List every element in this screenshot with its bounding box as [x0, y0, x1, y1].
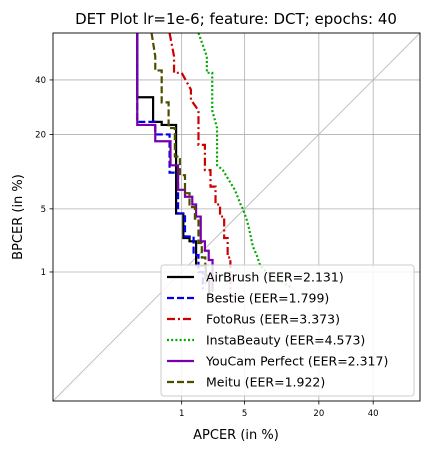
diagonal-reference-line	[52, 32, 421, 402]
y-tick-label: 20	[35, 130, 46, 140]
legend-box	[160, 264, 415, 397]
legend-label: Meitu (EER=1.922)	[206, 375, 325, 390]
legend-label: InstaBeauty (EER=4.573)	[206, 333, 365, 348]
y-axis-label: BPCER (in %)	[11, 174, 26, 260]
y-tick-label: 5	[41, 205, 46, 215]
x-tick-label: 40	[368, 409, 379, 419]
series-line	[150, 33, 207, 285]
x-tick-label: 5	[242, 409, 247, 419]
y-tick-label: 1	[41, 268, 46, 278]
x-axis-ticks: 1 5 20 40	[179, 401, 379, 419]
plot-frame	[52, 32, 421, 402]
legend-label: Bestie (EER=1.799)	[206, 291, 329, 306]
chart-title: DET Plot lr=1e-6; feature: DCT; epochs: …	[75, 10, 397, 28]
legend-label: FotoRus (EER=3.373)	[206, 312, 340, 327]
x-axis-label: APCER (in %)	[193, 428, 279, 443]
legend-label: YouCam Perfect (EER=2.317)	[205, 354, 388, 369]
x-tick-label: 1	[179, 409, 184, 419]
y-tick-label: 40	[35, 76, 46, 86]
legend-label: AirBrush (EER=2.131)	[206, 270, 344, 285]
series-line	[168, 33, 232, 296]
legend: AirBrush (EER=2.131) Bestie (EER=1.799) Fo…	[160, 264, 415, 397]
y-axis-ticks: 1 5 20 40	[35, 76, 53, 278]
series-line	[136, 33, 214, 293]
x-tick-label: 20	[313, 409, 324, 419]
